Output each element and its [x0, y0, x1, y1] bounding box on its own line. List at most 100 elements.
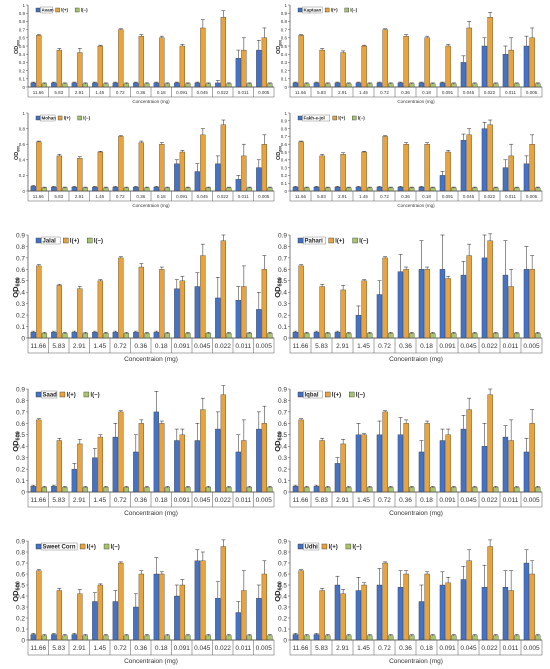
x-tick-label: 0.091 — [174, 343, 191, 350]
bar-positive-control — [261, 37, 267, 88]
bar-test — [235, 58, 241, 88]
bar-test — [355, 82, 362, 88]
bar-positive-control — [298, 570, 304, 641]
x-tick-label: 0.005 — [256, 343, 273, 350]
bar-positive-control — [382, 136, 388, 192]
bar-positive-control — [97, 45, 103, 88]
x-tick-label: 0.18 — [422, 194, 431, 199]
bar-test — [460, 579, 467, 641]
bar-negative-control — [185, 635, 191, 641]
x-tick-label: 1.45 — [95, 90, 104, 95]
y-tick-label: 0.2 — [278, 313, 287, 320]
legend-positive-control: Ⅰ(+) — [335, 237, 344, 244]
x-tick-label: 0.005 — [526, 194, 538, 199]
y-tick-label: 0.2 — [281, 68, 288, 73]
bar-negative-control — [367, 487, 373, 493]
legend-positive-control-swatch — [55, 7, 60, 13]
legend-series-name: Iqbal — [305, 392, 319, 398]
y-tick-label: 0.4 — [281, 158, 288, 163]
bar-positive-control — [424, 37, 430, 88]
legend-negative-control: Ⅰ(−) — [83, 114, 90, 120]
legend-series-name-swatch — [35, 543, 42, 550]
x-tick-label: 1.45 — [93, 645, 106, 652]
legend-series-name-box — [303, 542, 320, 551]
bar-negative-control — [472, 187, 478, 192]
x-tick-label: 0.045 — [460, 645, 477, 652]
bar-negative-control — [451, 635, 457, 641]
bar-test — [439, 175, 446, 192]
legend-negative-control-swatch — [83, 391, 90, 398]
bar-negative-control — [430, 83, 436, 88]
y-axis-label: OD600 — [276, 40, 283, 54]
bar-test — [523, 269, 530, 339]
legend-series-name: Udhi — [305, 544, 319, 550]
y-tick-label: 0.1 — [281, 181, 288, 186]
y-tick-label: 1 — [22, 111, 25, 116]
bar-test — [313, 186, 320, 192]
x-tick-label: 0.011 — [505, 90, 516, 95]
x-tick-label: 0.18 — [157, 90, 166, 95]
bar-positive-control — [382, 411, 388, 493]
y-tick-label: 0.1 — [16, 626, 25, 633]
y-tick-label: 0.2 — [16, 467, 25, 474]
bar-negative-control — [267, 333, 273, 339]
x-tick-label: 11.66 — [293, 645, 309, 652]
legend-positive-control-swatch — [325, 391, 331, 398]
legend-series-name-box — [40, 6, 53, 14]
y-tick-label: 0.6 — [16, 421, 25, 428]
bar-positive-control — [487, 240, 493, 339]
x-axis-label: Concentraion (mg) — [132, 203, 170, 208]
x-tick-label: 0.011 — [238, 90, 249, 95]
bar-negative-control — [82, 635, 89, 641]
x-tick-label: 0.72 — [114, 645, 127, 652]
bar-negative-control — [164, 83, 171, 88]
bar-positive-control — [361, 280, 367, 339]
y-tick-label: 0.1 — [19, 77, 26, 82]
x-tick-label: 11.66 — [293, 343, 309, 350]
bar-positive-control — [241, 49, 247, 88]
bar-positive-control — [382, 562, 388, 641]
bar-test — [92, 186, 98, 192]
bar-positive-control — [298, 265, 304, 339]
bar-positive-control — [118, 29, 124, 88]
bar-positive-control — [138, 573, 144, 641]
bar-positive-control — [261, 144, 267, 192]
bar-test — [523, 562, 530, 641]
y-tick-label: 0.1 — [278, 478, 287, 485]
x-tick-label: 0.091 — [176, 90, 188, 95]
x-tick-label: 0.022 — [481, 343, 498, 350]
y-tick-label: 0 — [21, 489, 25, 496]
bar-positive-control — [159, 269, 165, 339]
x-tick-label: 0.091 — [442, 194, 454, 199]
x-tick-label: 1.45 — [95, 194, 104, 199]
legend-negative-control: Ⅰ(−) — [352, 543, 361, 550]
y-tick-label: 0.3 — [278, 604, 287, 611]
bar-positive-control — [319, 440, 325, 493]
x-tick-label: 0.022 — [484, 90, 496, 95]
bar-negative-control — [409, 83, 415, 88]
y-tick-label: 0.3 — [281, 60, 288, 65]
x-tick-label: 0.72 — [114, 343, 127, 350]
bar-negative-control — [246, 187, 253, 192]
y-tick-label: 0.9 — [278, 386, 287, 393]
bar-test — [439, 584, 446, 641]
bar-test — [174, 440, 180, 493]
bar-positive-control — [36, 141, 42, 192]
y-tick-label: 1 — [22, 3, 25, 8]
bar-positive-control — [179, 584, 185, 641]
x-tick-label: 0.022 — [481, 497, 498, 504]
bar-test — [313, 634, 320, 641]
x-axis-label: Concentraion (mg) — [124, 510, 178, 517]
bar-test — [460, 274, 467, 339]
bar-negative-control — [493, 187, 499, 192]
bar-test — [502, 274, 509, 339]
y-axis-label: OD600 — [14, 146, 21, 160]
bar-negative-control — [304, 487, 310, 493]
bar-positive-control — [529, 37, 535, 88]
bar-test — [481, 128, 488, 192]
legend-series-name-swatch — [35, 391, 42, 398]
bar-test — [174, 163, 180, 192]
bar-negative-control — [346, 635, 352, 641]
bar-negative-control — [226, 83, 232, 88]
bar-negative-control — [430, 487, 436, 493]
